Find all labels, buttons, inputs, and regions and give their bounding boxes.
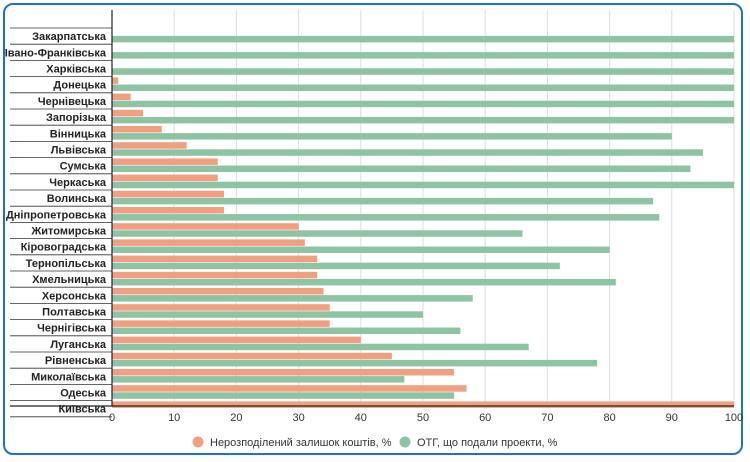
bar-undistributed-11: [112, 207, 224, 214]
bar-otg-2: [112, 68, 734, 75]
bar-undistributed-7: [112, 142, 187, 149]
category-label: Рівненська: [45, 355, 107, 367]
x-tick-label: 30: [292, 412, 304, 424]
x-tick-label: 40: [355, 412, 367, 424]
category-label: Вінницька: [50, 128, 107, 140]
category-label: Івано-Франківська: [5, 47, 107, 59]
x-tick-label: 80: [603, 412, 615, 424]
bar-undistributed-15: [112, 271, 318, 279]
bar-undistributed-23: [112, 401, 734, 408]
category-label: Чернівецька: [38, 96, 107, 108]
bar-undistributed-22: [112, 385, 467, 392]
bar-undistributed-16: [112, 288, 324, 295]
category-label: Запорізька: [46, 112, 107, 124]
category-label: Тернопільська: [26, 258, 107, 270]
category-label: Львівська: [51, 145, 107, 157]
bar-undistributed-3: [112, 77, 119, 84]
bar-undistributed-14: [112, 255, 318, 263]
bar-undistributed-17: [112, 304, 330, 311]
bar-undistributed-12: [112, 223, 299, 230]
category-label: Луганська: [50, 339, 107, 351]
category-label: Сумська: [60, 161, 107, 173]
x-tick-label: 60: [479, 412, 491, 424]
x-tick-label: 50: [417, 412, 429, 424]
bar-otg-10: [112, 197, 654, 205]
bar-otg-6: [112, 133, 672, 140]
bar-undistributed-13: [112, 239, 305, 246]
x-tick-label: 10: [168, 412, 180, 424]
x-tick-label: 90: [666, 412, 678, 424]
legend-label-undistributed: Нерозподілений залишок коштів, %: [210, 437, 392, 449]
bar-otg-18: [112, 327, 461, 334]
category-label: Чернігівська: [37, 323, 107, 335]
legend-marker-otg: [399, 436, 411, 448]
category-label: Кіровоградська: [21, 242, 107, 254]
bar-otg-7: [112, 149, 703, 156]
category-label: Житомирська: [30, 226, 107, 238]
category-label: Полтавська: [42, 307, 107, 319]
bar-otg-15: [112, 278, 616, 286]
category-label: Черкаська: [49, 177, 107, 189]
bar-otg-19: [112, 343, 529, 351]
bar-otg-4: [112, 100, 734, 108]
bar-undistributed-5: [112, 109, 144, 117]
bar-undistributed-10: [112, 190, 224, 198]
bar-otg-8: [112, 165, 691, 172]
bar-otg-16: [112, 295, 473, 302]
x-tick-label: 20: [230, 412, 242, 424]
legend-marker-undistributed: [192, 436, 204, 448]
legend-label-otg: ОТГ, що подали проекти, %: [417, 437, 558, 449]
bar-undistributed-20: [112, 352, 392, 360]
category-label: Донецька: [53, 80, 106, 92]
bar-otg-22: [112, 392, 455, 399]
bar-undistributed-18: [112, 320, 330, 327]
category-label: Волинська: [47, 193, 107, 205]
category-label: Дніпропетровська: [6, 209, 107, 221]
bar-otg-9: [112, 181, 734, 189]
x-tick-label: 100: [725, 412, 743, 424]
bar-otg-0: [112, 35, 734, 43]
category-label: Харківська: [46, 64, 107, 76]
bar-otg-5: [112, 116, 734, 124]
x-tick-label: 70: [541, 412, 553, 424]
category-label: Херсонська: [42, 290, 107, 302]
bar-undistributed-19: [112, 336, 361, 344]
bar-otg-14: [112, 262, 560, 270]
category-label: Миколаївська: [31, 371, 107, 383]
bar-otg-12: [112, 230, 523, 237]
bar-otg-21: [112, 376, 405, 383]
category-label: Київська: [58, 404, 106, 416]
category-label: Закарпатська: [32, 31, 107, 43]
bar-undistributed-6: [112, 126, 162, 133]
bar-undistributed-9: [112, 174, 218, 182]
bar-otg-20: [112, 359, 598, 367]
bar-otg-11: [112, 214, 660, 221]
bar-otg-13: [112, 246, 610, 253]
x-tick-label: 0: [109, 412, 115, 424]
bar-otg-3: [112, 84, 734, 91]
bar-undistributed-8: [112, 158, 218, 165]
bar-otg-1: [112, 52, 734, 59]
bar-undistributed-4: [112, 93, 131, 101]
bar-otg-17: [112, 311, 423, 318]
category-label: Хмельницька: [32, 274, 107, 286]
category-label: Одеська: [60, 388, 107, 400]
bar-undistributed-21: [112, 369, 455, 376]
